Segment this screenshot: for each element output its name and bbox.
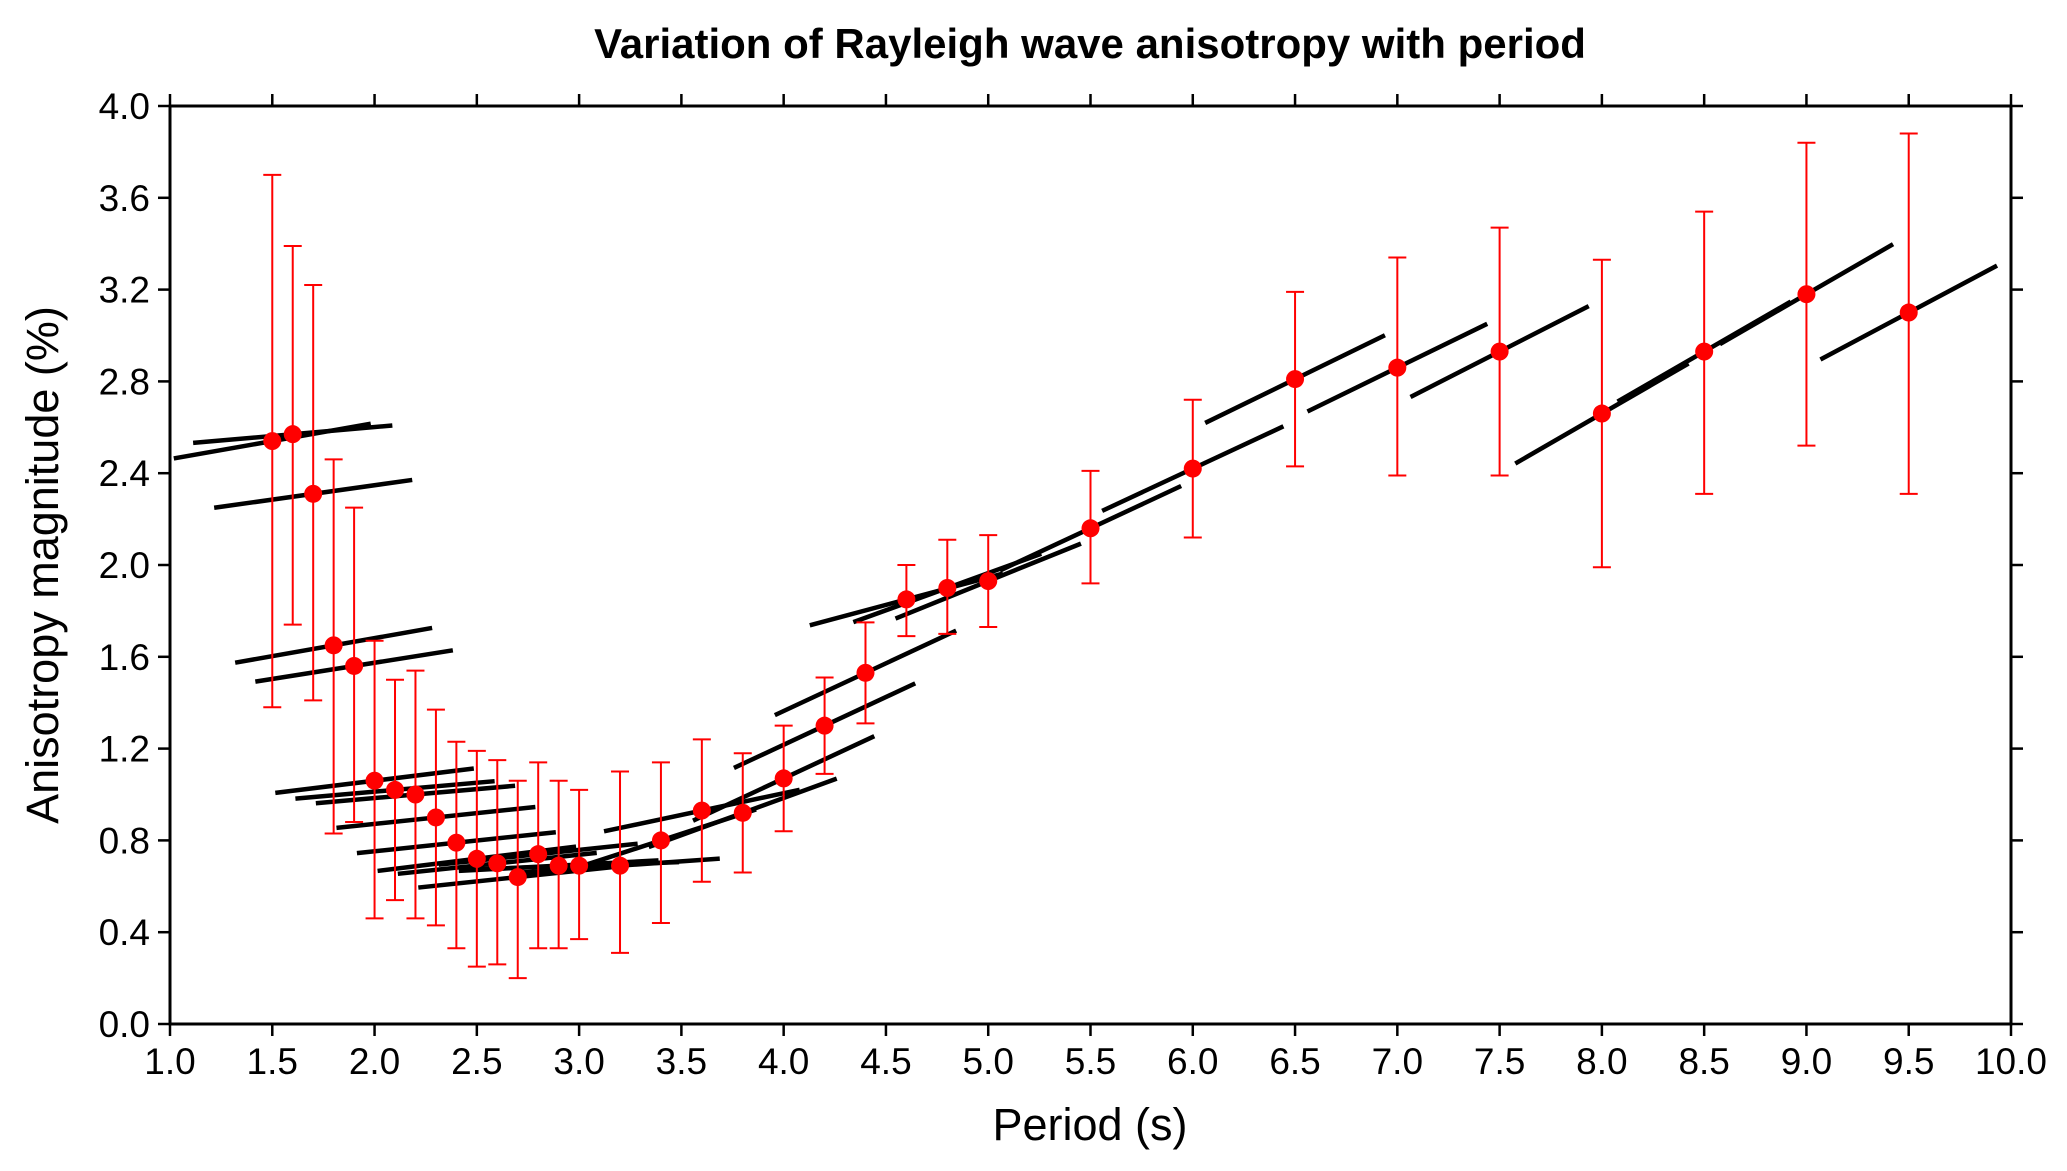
data-point	[304, 484, 323, 503]
x-tick-label: 6.0	[1167, 1041, 1218, 1082]
data-point	[508, 868, 527, 887]
data-point	[979, 572, 998, 591]
x-tick-label: 6.5	[1269, 1041, 1320, 1082]
x-tick-label: 7.0	[1372, 1041, 1423, 1082]
data-point	[406, 785, 425, 804]
data-point	[1899, 303, 1918, 322]
chart-title: Variation of Rayleigh wave anisotropy wi…	[594, 20, 1586, 67]
data-point	[774, 769, 793, 788]
data-point	[1695, 342, 1714, 361]
data-point	[1592, 404, 1611, 423]
data-point	[1081, 519, 1100, 538]
y-axis: 0.0 0.4 0.8 1.2 1.6 2.0 2.4 2.8 3.2 3.6 4.0	[99, 86, 2023, 1045]
x-tick-label: 8.5	[1678, 1041, 1729, 1082]
x-tick-label: 3.5	[656, 1041, 707, 1082]
data-point	[447, 833, 466, 852]
data-point	[263, 432, 282, 451]
data-point	[1797, 285, 1816, 304]
data-point	[324, 636, 343, 655]
data-point	[733, 803, 752, 822]
data-point	[1183, 459, 1202, 478]
y-tick-label: 3.6	[99, 178, 150, 219]
plot-marks	[173, 132, 1999, 980]
x-tick-label: 1.0	[144, 1041, 195, 1082]
data-point	[692, 801, 711, 820]
y-tick-label: 0.4	[99, 912, 150, 953]
data-point	[1490, 342, 1509, 361]
y-tick-label: 3.2	[99, 270, 150, 311]
data-point	[529, 845, 548, 864]
data-point	[856, 663, 875, 682]
x-tick-label: 5.0	[963, 1041, 1014, 1082]
data-point	[365, 771, 384, 790]
y-tick-label: 2.0	[99, 545, 150, 586]
data-point	[570, 856, 589, 875]
x-axis-label: Period (s)	[992, 1099, 1187, 1150]
data-point	[467, 849, 486, 868]
x-tick-label: 9.0	[1781, 1041, 1832, 1082]
data-point	[386, 780, 405, 799]
y-tick-label: 1.2	[99, 729, 150, 770]
y-tick-label: 4.0	[99, 86, 150, 127]
data-point	[651, 831, 670, 850]
data-point	[488, 854, 507, 873]
y-tick-label: 0.0	[99, 1004, 150, 1045]
x-tick-label: 4.5	[860, 1041, 911, 1082]
data-point	[611, 856, 630, 875]
y-axis-label: Anisotropy magnitude (%)	[17, 306, 68, 824]
x-tick-label: 2.5	[451, 1041, 502, 1082]
data-point	[283, 425, 302, 444]
data-point	[426, 808, 445, 827]
x-tick-label: 1.5	[247, 1041, 298, 1082]
data-point	[345, 656, 364, 675]
y-tick-label: 0.8	[99, 820, 150, 861]
data-point	[549, 856, 568, 875]
x-tick-label: 4.0	[758, 1041, 809, 1082]
x-tick-label: 8.0	[1576, 1041, 1627, 1082]
y-tick-label: 2.8	[99, 361, 150, 402]
y-tick-label: 1.6	[99, 637, 150, 678]
data-point	[897, 590, 916, 609]
x-tick-label: 2.0	[349, 1041, 400, 1082]
x-tick-label: 10.0	[1975, 1041, 2047, 1082]
y-tick-label: 2.4	[99, 453, 150, 494]
data-point	[1388, 358, 1407, 377]
data-point	[938, 578, 957, 597]
x-tick-label: 3.0	[553, 1041, 604, 1082]
x-tick-label: 5.5	[1065, 1041, 1116, 1082]
data-point	[815, 716, 834, 735]
x-tick-label: 9.5	[1883, 1041, 1934, 1082]
data-point	[1286, 370, 1305, 389]
x-tick-label: 7.5	[1474, 1041, 1525, 1082]
x-axis: 1.0 1.5 2.0 2.5 3.0 3.5 4.0 4.5 5.0 5.5 6.0 6.5 7.0 7…	[144, 94, 2047, 1082]
